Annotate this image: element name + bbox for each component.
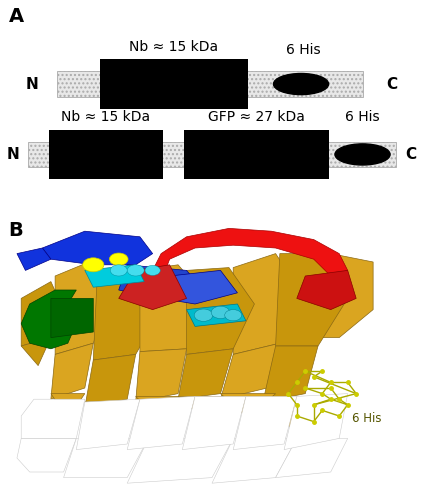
Bar [100, 60, 248, 109]
Polygon shape [297, 270, 356, 310]
Polygon shape [51, 298, 93, 338]
Polygon shape [276, 438, 348, 478]
Polygon shape [21, 282, 64, 346]
Circle shape [127, 265, 144, 276]
Circle shape [194, 309, 213, 322]
Polygon shape [21, 338, 51, 365]
Polygon shape [76, 399, 140, 450]
Polygon shape [161, 270, 237, 304]
Bar [184, 130, 329, 180]
Polygon shape [182, 396, 246, 450]
Polygon shape [187, 304, 246, 326]
Polygon shape [187, 268, 254, 354]
Circle shape [110, 265, 127, 276]
Text: GFP ≈ 27 kDa: GFP ≈ 27 kDa [208, 110, 305, 124]
Text: C: C [406, 147, 417, 162]
Polygon shape [119, 265, 187, 310]
Text: Nb ≈ 15 kDa: Nb ≈ 15 kDa [61, 110, 151, 124]
Polygon shape [51, 343, 93, 399]
Text: N: N [25, 76, 38, 92]
Polygon shape [233, 254, 305, 354]
Polygon shape [17, 248, 51, 270]
Text: 6 His: 6 His [345, 110, 380, 124]
Text: N: N [6, 147, 19, 162]
Polygon shape [51, 394, 85, 419]
Circle shape [225, 310, 242, 321]
Polygon shape [136, 349, 187, 402]
Circle shape [83, 258, 104, 272]
Text: B: B [8, 222, 23, 240]
Text: C: C [387, 76, 398, 92]
Polygon shape [263, 346, 318, 402]
Polygon shape [178, 349, 233, 399]
Polygon shape [21, 399, 85, 438]
Polygon shape [136, 396, 187, 421]
Polygon shape [284, 394, 348, 450]
Text: 6 His: 6 His [352, 412, 382, 426]
Text: Nb ≈ 15 kDa: Nb ≈ 15 kDa [129, 40, 218, 54]
Polygon shape [127, 396, 195, 450]
Polygon shape [140, 265, 212, 352]
Ellipse shape [335, 144, 390, 165]
Polygon shape [21, 290, 76, 349]
Polygon shape [85, 265, 144, 287]
Bar [49, 130, 163, 180]
Polygon shape [220, 394, 276, 419]
Bar [28, 142, 396, 167]
Polygon shape [212, 438, 297, 483]
Polygon shape [85, 402, 136, 427]
Text: 6 His: 6 His [286, 43, 321, 57]
Polygon shape [119, 265, 204, 298]
Polygon shape [64, 438, 148, 478]
Polygon shape [153, 228, 348, 276]
Circle shape [145, 266, 160, 276]
Text: A: A [8, 6, 24, 26]
Circle shape [211, 306, 230, 318]
Ellipse shape [273, 74, 329, 94]
Polygon shape [318, 254, 373, 338]
Polygon shape [178, 396, 233, 421]
Polygon shape [233, 396, 297, 450]
Polygon shape [276, 254, 348, 346]
Polygon shape [55, 262, 110, 354]
Polygon shape [85, 354, 136, 408]
Polygon shape [263, 402, 318, 427]
Bar [57, 72, 363, 97]
Polygon shape [42, 231, 153, 265]
Polygon shape [17, 438, 76, 472]
Circle shape [109, 253, 128, 266]
Polygon shape [127, 438, 233, 483]
Polygon shape [220, 343, 280, 399]
Polygon shape [93, 268, 161, 360]
